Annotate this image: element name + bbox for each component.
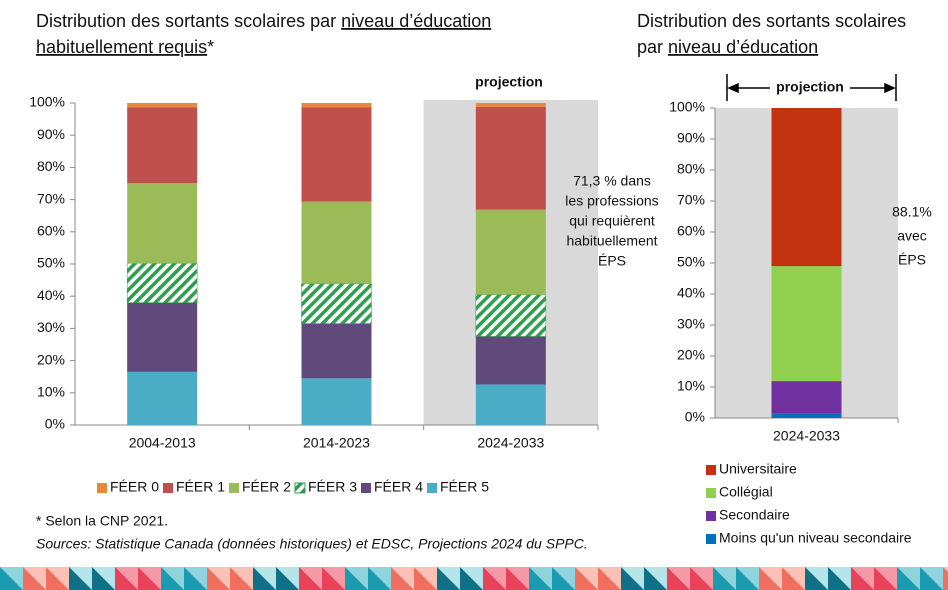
- bar-segment: [772, 414, 842, 418]
- bar-segment: [476, 107, 546, 210]
- bar-segment: [302, 284, 372, 324]
- legend-label: Moins qu'un niveau secondaire: [719, 530, 912, 546]
- y-tick-label: 10%: [37, 384, 65, 400]
- legend-label: FÉER 4: [374, 479, 423, 495]
- bar-segment: [476, 295, 546, 337]
- footnote: * Selon la CNP 2021.: [36, 513, 168, 529]
- legend-swatch: [706, 511, 716, 521]
- bar-segment: [476, 103, 546, 107]
- bar-segment: [772, 108, 842, 266]
- y-tick-label: 30%: [37, 319, 65, 335]
- bar-segment: [127, 107, 197, 183]
- bar-segment: [302, 324, 372, 379]
- page: Distribution des sortants scolaires par …: [0, 0, 948, 590]
- legend-label: FÉER 0: [110, 479, 159, 495]
- chart-title: par niveau d’éducation: [637, 37, 818, 57]
- annotation: 88.1%: [892, 204, 932, 220]
- y-tick-label: 90%: [677, 130, 705, 146]
- annotation: ÉPS: [598, 253, 626, 269]
- x-tick-label: 2024-2033: [773, 428, 840, 444]
- legend-swatch: [706, 534, 716, 544]
- legend-swatch: [229, 483, 239, 493]
- legend-swatch: [163, 483, 173, 493]
- bar-segment: [302, 378, 372, 425]
- bar-segment: [127, 303, 197, 372]
- legend-swatch: [361, 483, 371, 493]
- bar-segment: [127, 372, 197, 425]
- bar-segment: [127, 183, 197, 263]
- legend-label: FÉER 5: [440, 479, 489, 495]
- bar-segment: [127, 263, 197, 302]
- chart-title: Distribution des sortants scolaires par …: [36, 11, 491, 31]
- x-tick-label: 2024-2033: [477, 435, 544, 451]
- bar-segment: [127, 103, 197, 107]
- y-tick-label: 20%: [677, 347, 705, 363]
- annotation: 71,3 % dans: [573, 173, 651, 189]
- annotation: qui requièrent: [569, 213, 655, 229]
- y-tick-label: 50%: [677, 254, 705, 270]
- y-tick-label: 100%: [669, 99, 705, 115]
- bar-segment: [772, 266, 842, 381]
- legend-swatch: [295, 483, 305, 493]
- legend-swatch: [427, 483, 437, 493]
- projection-label: projection: [776, 79, 844, 95]
- y-tick-label: 50%: [37, 255, 65, 271]
- legend-label: Secondaire: [719, 507, 790, 523]
- legend-swatch: [706, 465, 716, 475]
- y-tick-label: 90%: [37, 126, 65, 142]
- y-tick-label: 100%: [29, 94, 65, 110]
- sources: Sources: Statistique Canada (données his…: [36, 536, 588, 552]
- bar-segment: [476, 384, 546, 425]
- y-tick-label: 60%: [37, 223, 65, 239]
- legend-label: Collégial: [719, 484, 773, 500]
- y-tick-label: 0%: [45, 416, 65, 432]
- x-tick-label: 2004-2013: [129, 435, 196, 451]
- y-tick-label: 70%: [37, 190, 65, 206]
- projection-label: projection: [475, 74, 543, 90]
- legend-label: Universitaire: [719, 461, 797, 477]
- annotation: les professions: [565, 193, 658, 209]
- bar-segment: [476, 336, 546, 384]
- y-tick-label: 20%: [37, 351, 65, 367]
- annotation: avec: [897, 228, 927, 244]
- bar-segment: [302, 202, 372, 284]
- x-tick-label: 2014-2023: [303, 435, 370, 451]
- bar-segment: [476, 210, 546, 295]
- y-tick-label: 0%: [685, 409, 705, 425]
- y-tick-label: 10%: [677, 378, 705, 394]
- annotation: habituellement: [566, 233, 657, 249]
- bar-segment: [302, 108, 372, 202]
- y-tick-label: 70%: [677, 192, 705, 208]
- y-tick-label: 80%: [37, 158, 65, 174]
- legend-label: FÉER 1: [176, 479, 225, 495]
- decorative-band: [0, 567, 948, 590]
- legend-swatch: [97, 483, 107, 493]
- annotation: ÉPS: [898, 252, 926, 268]
- legend-label: FÉER 2: [242, 479, 291, 495]
- legend-swatch: [706, 488, 716, 498]
- chart-title: habituellement requis*: [36, 37, 214, 57]
- bar-segment: [302, 103, 372, 108]
- y-tick-label: 30%: [677, 316, 705, 332]
- bar-segment: [772, 381, 842, 414]
- chart-title: Distribution des sortants scolaires: [637, 11, 906, 31]
- legend-label: FÉER 3: [308, 479, 357, 495]
- y-tick-label: 60%: [677, 223, 705, 239]
- y-tick-label: 80%: [677, 161, 705, 177]
- y-tick-label: 40%: [37, 287, 65, 303]
- y-tick-label: 40%: [677, 285, 705, 301]
